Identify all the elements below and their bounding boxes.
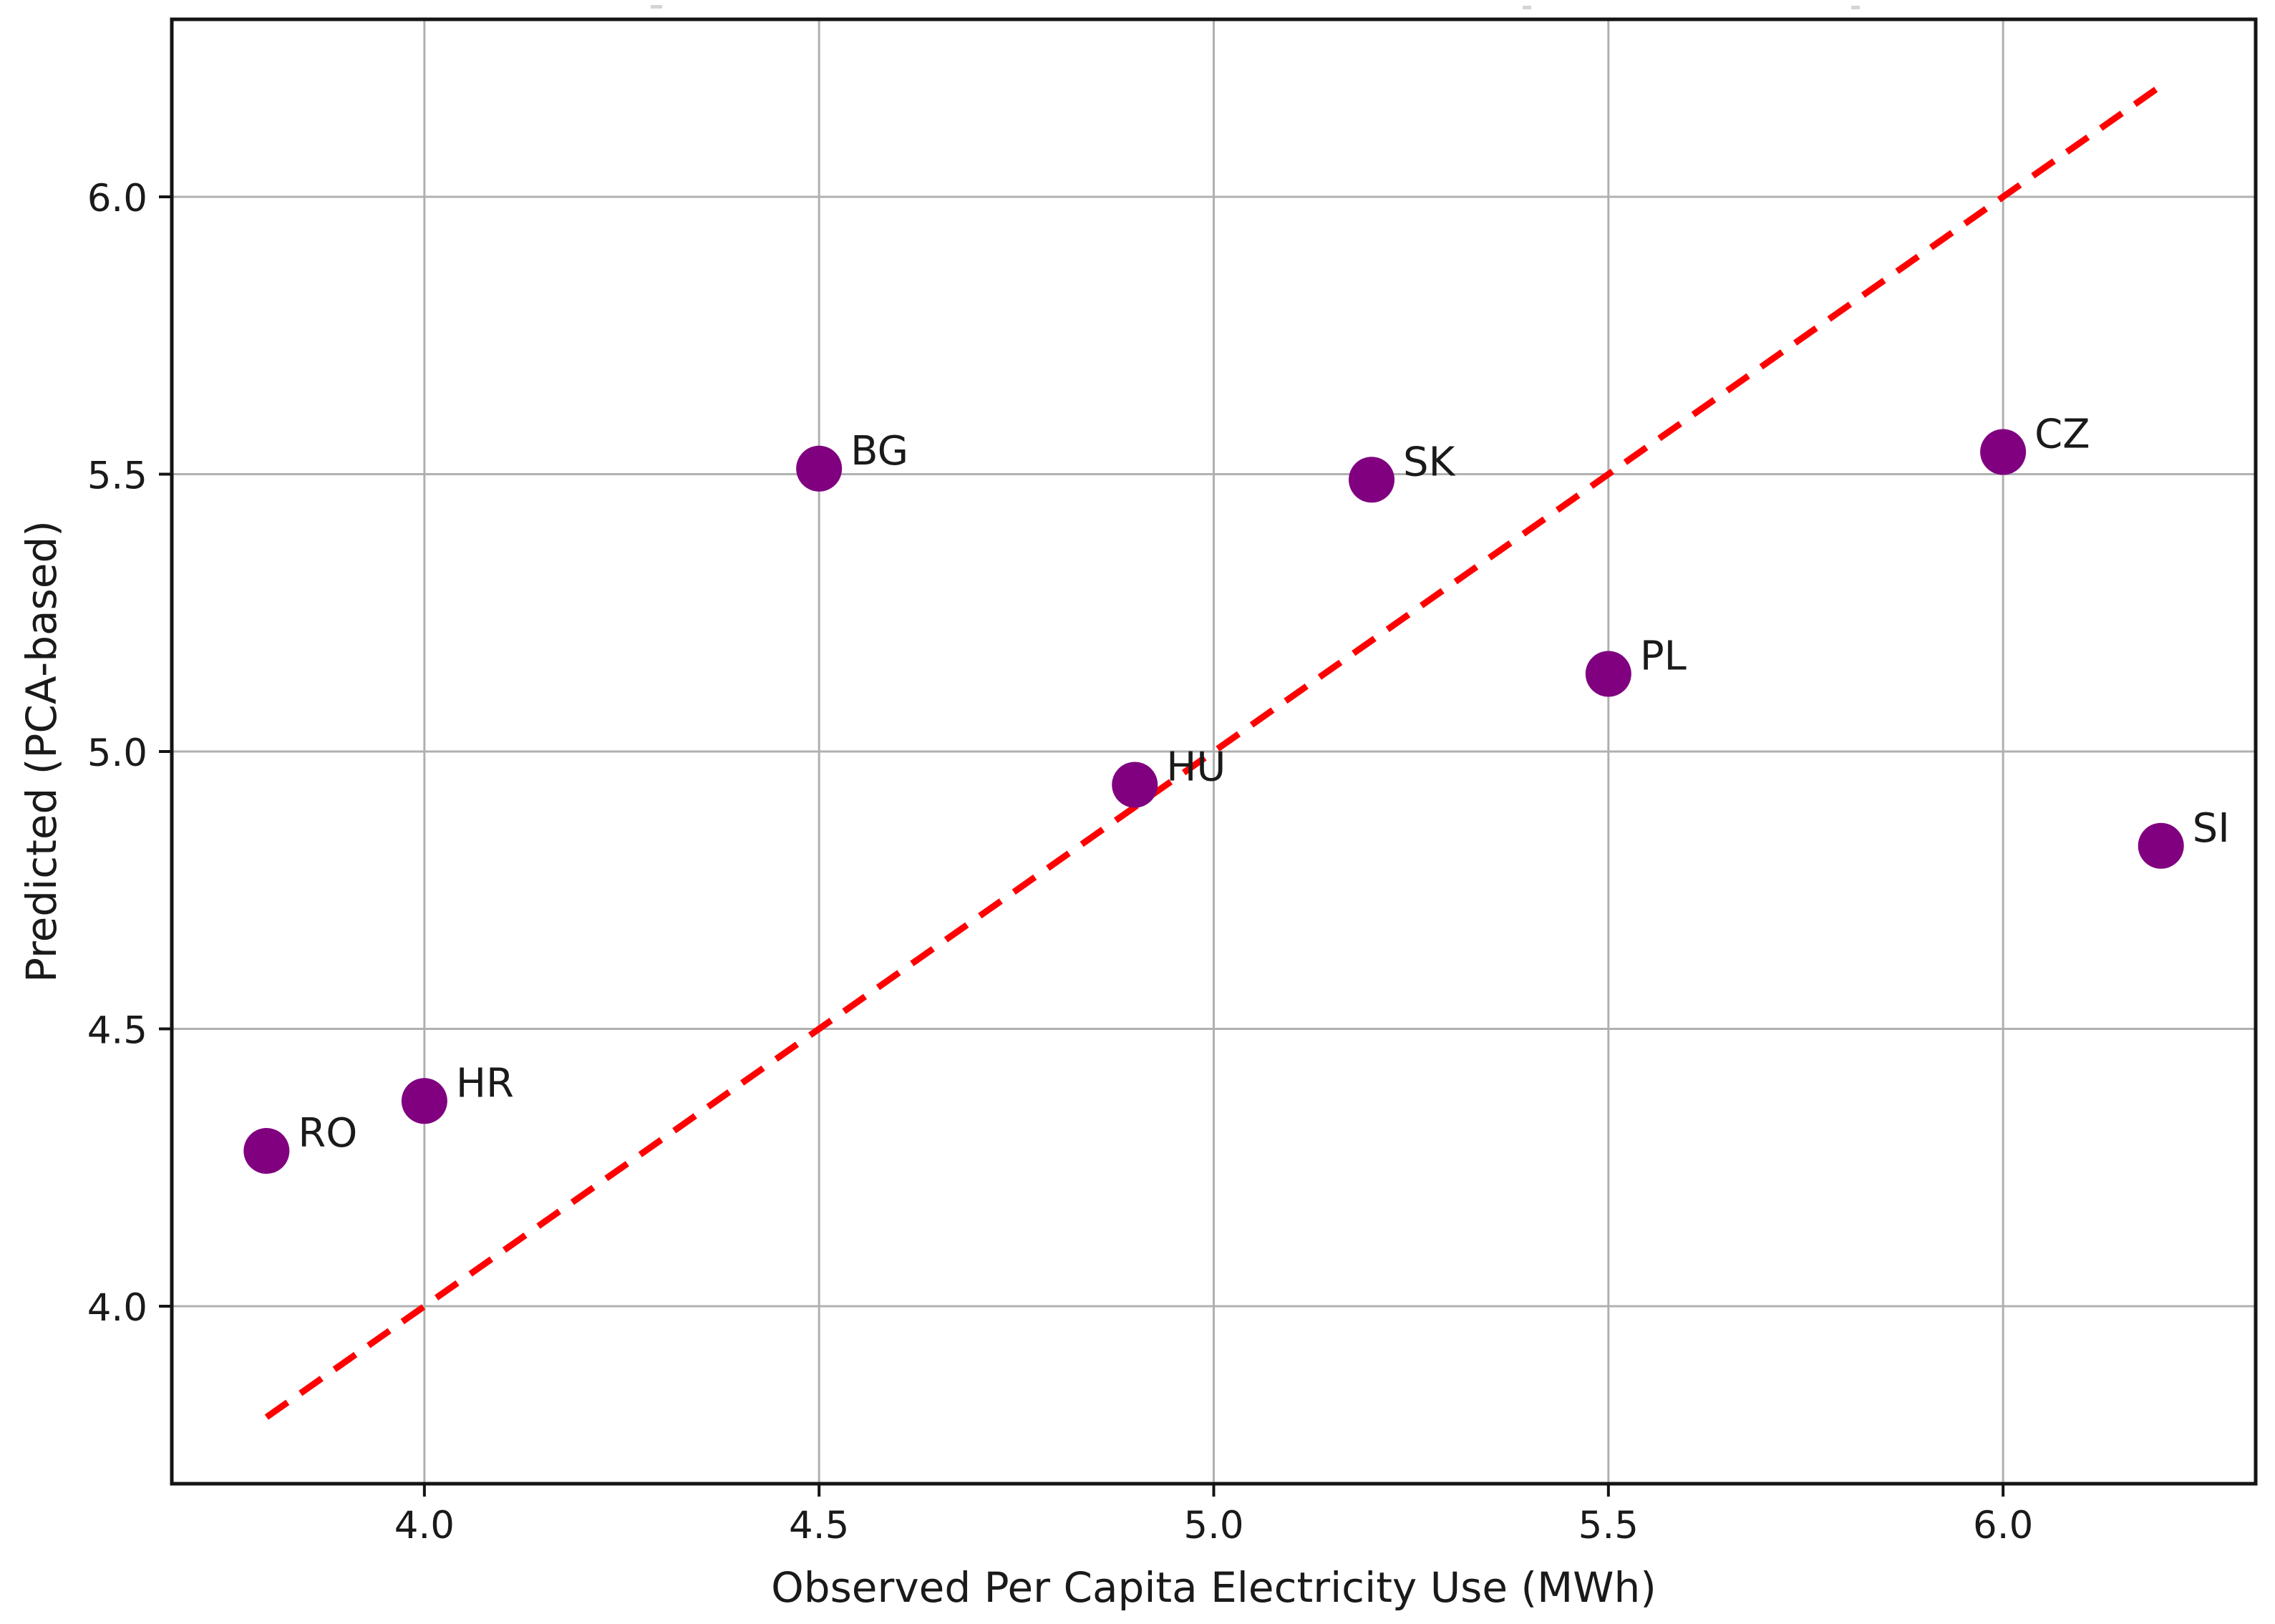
data-point-CZ [1980, 429, 2027, 475]
y-tick-label-4.0: 4.0 [87, 1286, 147, 1330]
data-point-SK [1349, 457, 1395, 503]
x-tick-label-6.0: 6.0 [1973, 1504, 2033, 1547]
point-label-PL: PL [1640, 633, 1687, 680]
top-edge-artifact [1851, 6, 1860, 9]
tick-marks-layer [159, 195, 2005, 1497]
x-tick-label-5.5: 5.5 [1578, 1504, 1639, 1547]
data-point-HR [401, 1078, 447, 1124]
x-tick-label-4.0: 4.0 [394, 1504, 455, 1547]
point-label-BG: BG [850, 428, 908, 475]
data-point-RO [243, 1128, 290, 1174]
data-point-BG [796, 445, 843, 492]
point-label-HU: HU [1166, 744, 1226, 791]
tick-labels-layer: 4.0 4.5 5.0 5.5 6.0 4.0 4.5 5.0 5.5 6.0 [87, 177, 2034, 1547]
y-axis-label: Predicted (PCA-based) [17, 520, 66, 983]
x-tick-label-5.0: 5.0 [1183, 1504, 1243, 1547]
data-point-PL [1585, 651, 1631, 697]
grid-layer [172, 19, 2256, 1484]
point-label-HR: HR [456, 1060, 514, 1107]
top-edge-artifacts-layer [651, 5, 1860, 9]
point-label-SI: SI [2193, 805, 2230, 852]
point-label-CZ: CZ [2034, 412, 2090, 458]
point-label-SK: SK [1403, 439, 1456, 485]
data-points-layer: RO HR BG HU SK PL CZ SI [243, 412, 2230, 1174]
identity-line [264, 83, 2163, 1420]
y-tick-label-5.0: 5.0 [87, 731, 147, 775]
top-edge-artifact [1523, 6, 1531, 9]
top-edge-artifact [651, 5, 662, 9]
data-point-HU [1112, 762, 1158, 808]
x-axis-label: Observed Per Capita Electricity Use (MWh… [771, 1563, 1656, 1612]
data-point-SI [2138, 822, 2184, 869]
y-tick-label-6.0: 6.0 [87, 177, 147, 220]
point-label-RO: RO [298, 1110, 357, 1157]
x-tick-label-4.5: 4.5 [789, 1504, 849, 1547]
y-tick-label-5.5: 5.5 [87, 454, 147, 498]
y-tick-label-4.5: 4.5 [87, 1009, 147, 1053]
identity-line-layer [264, 83, 2163, 1420]
